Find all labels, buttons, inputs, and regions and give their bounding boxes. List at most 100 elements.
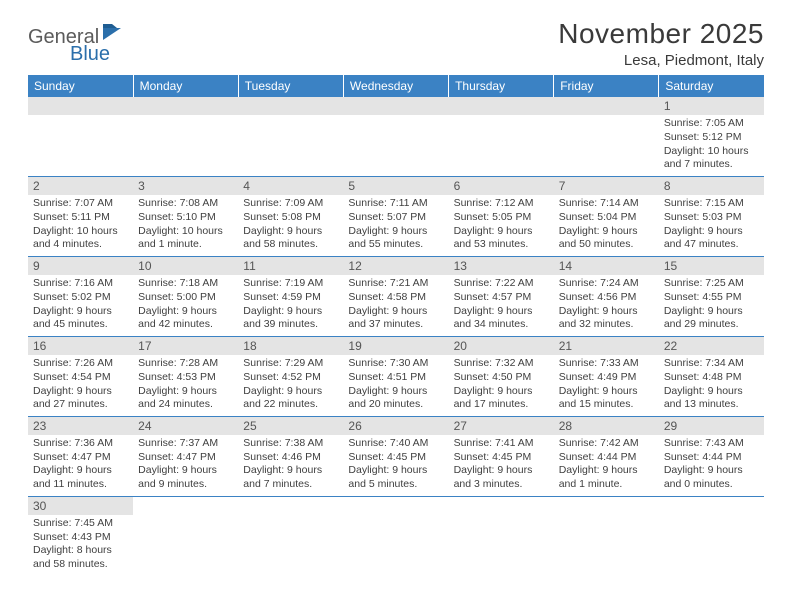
sunset-line: Sunset: 4:59 PM (243, 291, 338, 305)
day-number: 10 (133, 257, 238, 275)
daylight-line: Daylight: 9 hours and 58 minutes. (243, 225, 338, 252)
sunrise-line: Sunrise: 7:18 AM (138, 277, 233, 291)
sunrise-line: Sunrise: 7:28 AM (138, 357, 233, 371)
weekday-header: Thursday (449, 75, 554, 97)
calendar-day: 27Sunrise: 7:41 AMSunset: 4:45 PMDayligh… (449, 416, 554, 496)
day-details: Sunrise: 7:37 AMSunset: 4:47 PMDaylight:… (133, 435, 238, 496)
day-number: 26 (343, 417, 448, 435)
daylight-line: Daylight: 9 hours and 29 minutes. (664, 305, 759, 332)
day-details: Sunrise: 7:29 AMSunset: 4:52 PMDaylight:… (238, 355, 343, 416)
daylight-line: Daylight: 9 hours and 55 minutes. (348, 225, 443, 252)
day-details: Sunrise: 7:42 AMSunset: 4:44 PMDaylight:… (554, 435, 659, 496)
sunrise-line: Sunrise: 7:07 AM (33, 197, 128, 211)
day-number: 6 (449, 177, 554, 195)
sunset-line: Sunset: 4:48 PM (664, 371, 759, 385)
day-number: 9 (28, 257, 133, 275)
daylight-line: Daylight: 9 hours and 50 minutes. (559, 225, 654, 252)
day-details: Sunrise: 7:09 AMSunset: 5:08 PMDaylight:… (238, 195, 343, 256)
sunrise-line: Sunrise: 7:30 AM (348, 357, 443, 371)
daylight-line: Daylight: 9 hours and 42 minutes. (138, 305, 233, 332)
sunset-line: Sunset: 4:58 PM (348, 291, 443, 305)
day-number-empty (554, 97, 659, 115)
logo-text-blue: Blue (70, 44, 110, 64)
calendar-day: 1Sunrise: 7:05 AMSunset: 5:12 PMDaylight… (659, 97, 764, 176)
sunset-line: Sunset: 5:03 PM (664, 211, 759, 225)
day-details: Sunrise: 7:26 AMSunset: 4:54 PMDaylight:… (28, 355, 133, 416)
weekday-header: Monday (133, 75, 238, 97)
daylight-line: Daylight: 8 hours and 58 minutes. (33, 544, 128, 571)
daylight-line: Daylight: 9 hours and 1 minute. (559, 464, 654, 491)
sunrise-line: Sunrise: 7:38 AM (243, 437, 338, 451)
sunrise-line: Sunrise: 7:09 AM (243, 197, 338, 211)
day-number-empty (238, 97, 343, 115)
day-number: 1 (659, 97, 764, 115)
day-number-empty (28, 97, 133, 115)
day-number: 23 (28, 417, 133, 435)
day-details: Sunrise: 7:36 AMSunset: 4:47 PMDaylight:… (28, 435, 133, 496)
sunrise-line: Sunrise: 7:05 AM (664, 117, 759, 131)
day-details: Sunrise: 7:34 AMSunset: 4:48 PMDaylight:… (659, 355, 764, 416)
day-number: 28 (554, 417, 659, 435)
sunset-line: Sunset: 4:47 PM (33, 451, 128, 465)
month-title: November 2025 (558, 18, 764, 50)
sunset-line: Sunset: 4:54 PM (33, 371, 128, 385)
day-details: Sunrise: 7:07 AMSunset: 5:11 PMDaylight:… (28, 195, 133, 256)
day-number: 20 (449, 337, 554, 355)
calendar-day: 12Sunrise: 7:21 AMSunset: 4:58 PMDayligh… (343, 256, 448, 336)
day-number: 30 (28, 497, 133, 515)
calendar-week: 30 Sunrise: 7:45 AMSunset: 4:43 PMDayligh… (28, 496, 764, 575)
calendar-day: 15Sunrise: 7:25 AMSunset: 4:55 PMDayligh… (659, 256, 764, 336)
sunrise-line: Sunrise: 7:24 AM (559, 277, 654, 291)
daylight-line: Daylight: 9 hours and 17 minutes. (454, 385, 549, 412)
calendar-day: 18Sunrise: 7:29 AMSunset: 4:52 PMDayligh… (238, 336, 343, 416)
day-number: 29 (659, 417, 764, 435)
calendar-day: 9Sunrise: 7:16 AMSunset: 5:02 PMDaylight… (28, 256, 133, 336)
calendar-day: 28Sunrise: 7:42 AMSunset: 4:44 PMDayligh… (554, 416, 659, 496)
day-number-empty (133, 97, 238, 115)
sunset-line: Sunset: 4:50 PM (454, 371, 549, 385)
calendar-day: 11Sunrise: 7:19 AMSunset: 4:59 PMDayligh… (238, 256, 343, 336)
sunset-line: Sunset: 4:43 PM (33, 531, 128, 545)
daylight-line: Daylight: 9 hours and 11 minutes. (33, 464, 128, 491)
calendar-day: 2Sunrise: 7:07 AMSunset: 5:11 PMDaylight… (28, 176, 133, 256)
calendar-day: 10Sunrise: 7:18 AMSunset: 5:00 PMDayligh… (133, 256, 238, 336)
daylight-line: Daylight: 9 hours and 37 minutes. (348, 305, 443, 332)
sunrise-line: Sunrise: 7:25 AM (664, 277, 759, 291)
day-details: Sunrise: 7:43 AMSunset: 4:44 PMDaylight:… (659, 435, 764, 496)
day-details: Sunrise: 7:33 AMSunset: 4:49 PMDaylight:… (554, 355, 659, 416)
day-details: Sunrise: 7:19 AMSunset: 4:59 PMDaylight:… (238, 275, 343, 336)
sunset-line: Sunset: 4:53 PM (138, 371, 233, 385)
calendar-day: 16Sunrise: 7:26 AMSunset: 4:54 PMDayligh… (28, 336, 133, 416)
sunrise-line: Sunrise: 7:40 AM (348, 437, 443, 451)
calendar-day: 4Sunrise: 7:09 AMSunset: 5:08 PMDaylight… (238, 176, 343, 256)
daylight-line: Daylight: 9 hours and 45 minutes. (33, 305, 128, 332)
sunrise-line: Sunrise: 7:11 AM (348, 197, 443, 211)
sunset-line: Sunset: 4:46 PM (243, 451, 338, 465)
weekday-header: Wednesday (343, 75, 448, 97)
sunrise-line: Sunrise: 7:34 AM (664, 357, 759, 371)
sunset-line: Sunset: 4:47 PM (138, 451, 233, 465)
calendar-day: 3Sunrise: 7:08 AMSunset: 5:10 PMDaylight… (133, 176, 238, 256)
daylight-line: Daylight: 9 hours and 32 minutes. (559, 305, 654, 332)
day-details: Sunrise: 7:14 AMSunset: 5:04 PMDaylight:… (554, 195, 659, 256)
weekday-header: Sunday (28, 75, 133, 97)
calendar-day: 24Sunrise: 7:37 AMSunset: 4:47 PMDayligh… (133, 416, 238, 496)
day-details: Sunrise: 7:40 AMSunset: 4:45 PMDaylight:… (343, 435, 448, 496)
sunrise-line: Sunrise: 7:45 AM (33, 517, 128, 531)
sunset-line: Sunset: 5:07 PM (348, 211, 443, 225)
day-number: 27 (449, 417, 554, 435)
page-header: General November 2025 Lesa, Piedmont, It… (28, 18, 764, 69)
calendar-day: 5Sunrise: 7:11 AMSunset: 5:07 PMDaylight… (343, 176, 448, 256)
sunset-line: Sunset: 4:44 PM (664, 451, 759, 465)
sunset-line: Sunset: 4:57 PM (454, 291, 549, 305)
calendar-day-empty (28, 97, 133, 176)
calendar-day: 22Sunrise: 7:34 AMSunset: 4:48 PMDayligh… (659, 336, 764, 416)
sunrise-line: Sunrise: 7:37 AM (138, 437, 233, 451)
calendar-day: 30 Sunrise: 7:45 AMSunset: 4:43 PMDayligh… (28, 496, 133, 575)
calendar-day-empty (238, 97, 343, 176)
sunset-line: Sunset: 4:44 PM (559, 451, 654, 465)
sunset-line: Sunset: 5:12 PM (664, 131, 759, 145)
day-number: 25 (238, 417, 343, 435)
calendar-day: 13Sunrise: 7:22 AMSunset: 4:57 PMDayligh… (449, 256, 554, 336)
day-details: Sunrise: 7:12 AMSunset: 5:05 PMDaylight:… (449, 195, 554, 256)
